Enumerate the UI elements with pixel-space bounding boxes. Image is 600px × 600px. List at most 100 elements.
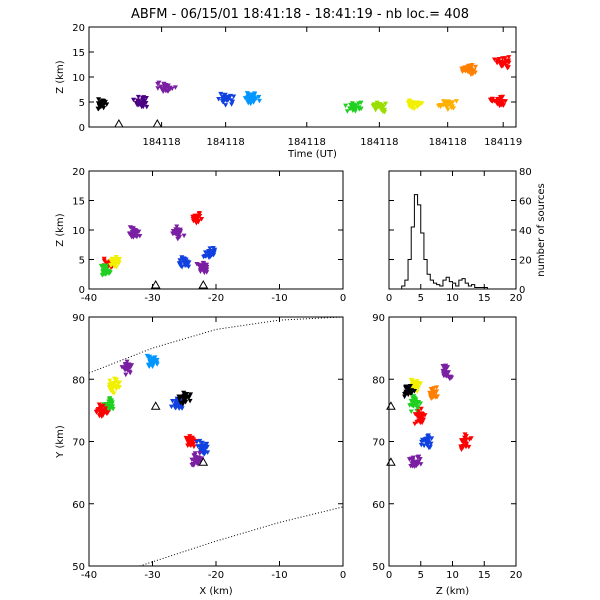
time-height-xtick-label: 184119 (484, 137, 522, 148)
z-y-point (416, 399, 422, 405)
plan-view-ytick-label: 50 (72, 562, 85, 573)
time-height-point (493, 99, 499, 105)
histogram-xtick-label: 5 (418, 293, 424, 304)
plan-view-point (194, 456, 200, 461)
x-height-point (194, 218, 200, 223)
station-marker (386, 401, 396, 410)
time-height-point (96, 97, 102, 102)
x-height-point (176, 261, 182, 266)
x-height-point (191, 214, 197, 220)
time-height-point (164, 88, 170, 94)
plan-view-point (109, 383, 115, 388)
plan-view-xtick-label: -20 (208, 570, 224, 581)
time-height-point (352, 104, 358, 110)
x-height-point (107, 270, 113, 275)
time-height-point (161, 81, 167, 87)
time-height-point (499, 102, 505, 107)
time-height-point (343, 103, 349, 109)
time-height-point (140, 104, 146, 110)
x-height-point (183, 259, 189, 265)
time-height-point (441, 100, 447, 106)
time-height-point (130, 97, 136, 103)
time-height-point (95, 106, 101, 112)
x-height-point (117, 256, 123, 262)
time-height-ytick-label: 20 (72, 23, 85, 34)
time-height-point (499, 99, 505, 105)
plan-view-ytick-label: 80 (72, 375, 85, 386)
x-height-point (212, 248, 218, 253)
x-height-point (204, 264, 210, 270)
x-height-point (173, 227, 179, 232)
plan-view-point (103, 406, 109, 411)
plan-view-point (202, 451, 208, 457)
z-y-point (404, 385, 410, 391)
plan-view-ytick-label: 90 (72, 313, 85, 324)
x-height-point (199, 217, 205, 222)
z-y-xtick-label: 10 (446, 570, 459, 581)
plan-view-point (178, 400, 184, 406)
z-y-point (412, 412, 418, 417)
time-height-point (497, 94, 503, 100)
x-height-point (98, 263, 104, 269)
plan-view-point (188, 443, 194, 448)
plan-view-point (180, 397, 186, 402)
plan-view-point (197, 457, 203, 462)
time-height-point (356, 107, 362, 112)
x-height-point (103, 260, 109, 265)
plan-view-point (180, 394, 186, 400)
x-height-point (211, 252, 217, 258)
plan-view-xtick-label: -30 (144, 570, 160, 581)
z-y-point (430, 390, 436, 395)
time-height-point (229, 102, 235, 107)
time-height-point (374, 100, 380, 106)
x-height-point (113, 254, 119, 260)
z-y-point (412, 421, 418, 427)
plan-view-point (151, 360, 157, 365)
x-height-point (194, 262, 200, 267)
x-height-point (131, 231, 137, 236)
z-y-point (412, 382, 418, 388)
histogram-ytick-label: 0 (519, 285, 525, 296)
time-height-frame (88, 26, 517, 128)
z-y-point (414, 379, 420, 384)
z-y-point (421, 438, 427, 443)
time-height-point (251, 98, 257, 103)
x-height-point (109, 257, 115, 262)
plan-view-point (194, 439, 200, 445)
x-height-point (179, 257, 185, 262)
time-height-point (500, 56, 506, 61)
station-marker (198, 457, 209, 466)
plan-view-point (183, 435, 189, 441)
plan-view-point (205, 450, 211, 455)
time-height-xtick-label: 184118 (360, 137, 398, 148)
plan-view-point (154, 357, 160, 363)
x-height-point (101, 268, 107, 274)
figure-title: ABFM - 06/15/01 18:41:18 - 18:41:19 - nb… (131, 7, 469, 22)
station-marker (198, 280, 209, 289)
z-y-point (416, 454, 422, 460)
z-y-point (433, 395, 439, 400)
histogram-xtick-label: 20 (510, 293, 523, 304)
plan-view-point (187, 398, 193, 404)
time-height-point (256, 94, 262, 100)
z-y-point (416, 409, 422, 414)
time-height-point (156, 80, 162, 86)
time-height-point (373, 104, 379, 109)
z-y-point (402, 394, 408, 400)
time-height-xtick-label: 184118 (429, 137, 467, 148)
plan-view-point (110, 404, 116, 409)
time-height-point (244, 91, 250, 96)
time-height-point (450, 100, 456, 105)
histogram-line (389, 194, 516, 290)
z-y-point (466, 444, 472, 450)
z-y-point (460, 440, 466, 446)
plan-view-point (190, 462, 196, 468)
z-y-xtick-label: 20 (510, 570, 523, 581)
plan-view-xtick-label: 0 (340, 570, 346, 581)
z-y-xlabel: Z (km) (436, 586, 469, 597)
x-height-point (177, 234, 183, 240)
x-height-point (183, 262, 189, 267)
plan-view-point (150, 364, 156, 369)
station-marker (114, 118, 124, 128)
time-height-ytick-label: 5 (79, 98, 85, 109)
